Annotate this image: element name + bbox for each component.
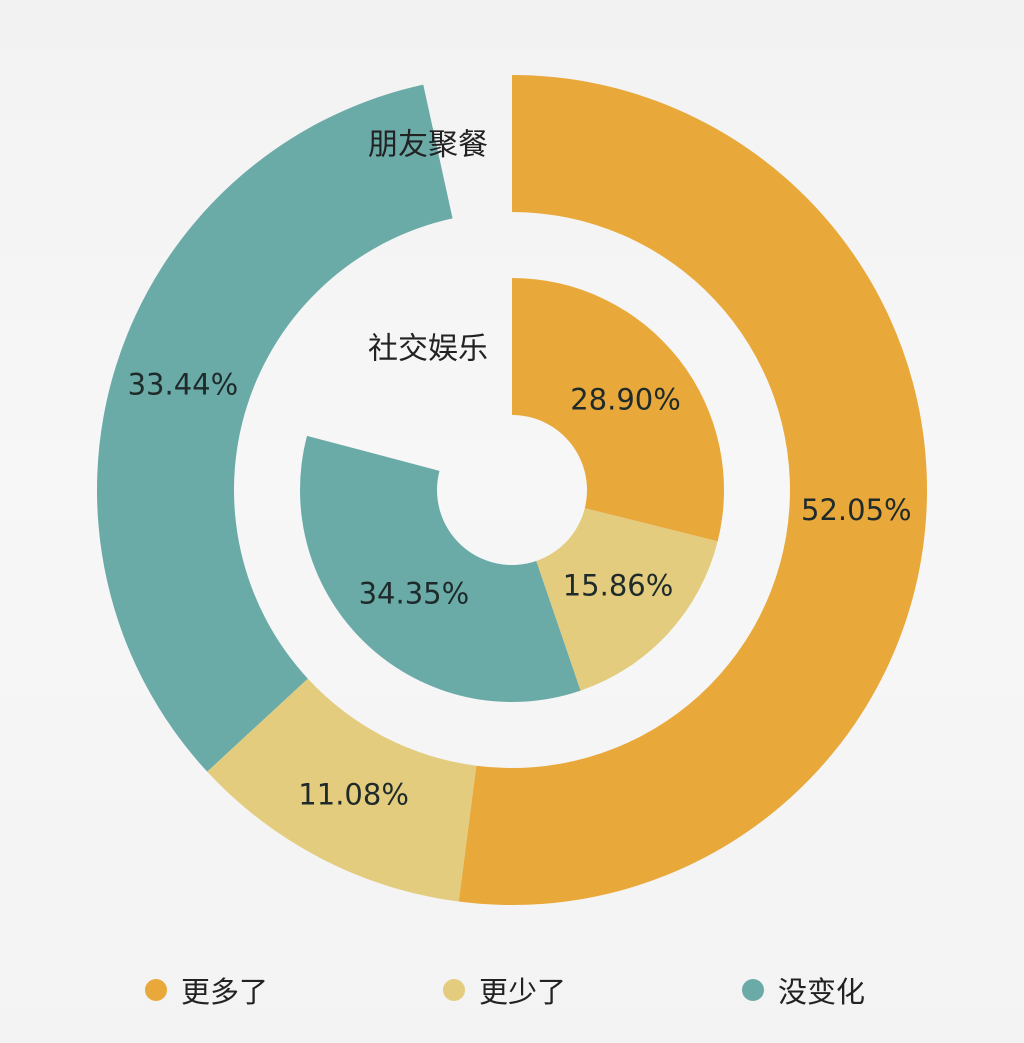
- data-labels: 52.05% 11.08% 33.44% 28.90% 15.86% 34.35%: [128, 368, 912, 812]
- legend-label-nochange: 没变化: [778, 975, 866, 1009]
- legend-label-more: 更多了: [181, 975, 269, 1009]
- legend-dot-more-icon: [145, 979, 167, 1001]
- inner-slice-more[interactable]: [512, 278, 725, 542]
- outer-slice-less[interactable]: [207, 678, 477, 902]
- legend-label-less: 更少了: [479, 975, 567, 1009]
- legend-dot-less-icon: [443, 979, 465, 1001]
- inner-ring-title: 社交娱乐: [368, 332, 488, 367]
- outer-label-less: 11.08%: [298, 778, 409, 812]
- inner-slice-less[interactable]: [536, 508, 718, 691]
- legend-item-more[interactable]: 更多了: [145, 965, 268, 1015]
- inner-label-more: 28.90%: [570, 382, 681, 416]
- outer-slice-more[interactable]: [458, 75, 928, 905]
- outer-slice-nochange[interactable]: [96, 84, 453, 772]
- legend-item-nochange[interactable]: 没变化: [742, 965, 865, 1015]
- inner-ring: [300, 278, 725, 702]
- legend-dot-nochange-icon: [742, 979, 764, 1001]
- legend: 更多了 更少了 没变化: [0, 965, 1024, 1015]
- outer-label-more: 52.05%: [801, 493, 912, 527]
- inner-label-nochange: 34.35%: [359, 576, 470, 610]
- outer-ring-title: 朋友聚餐: [368, 128, 488, 163]
- inner-label-less: 15.86%: [563, 568, 674, 602]
- inner-slice-nochange[interactable]: [300, 435, 581, 702]
- outer-label-nochange: 33.44%: [128, 368, 239, 402]
- nested-donut-chart: 朋友聚餐 社交娱乐 52.05% 11.08% 33.44% 28.90% 15.86%…: [96, 75, 928, 905]
- legend-item-less[interactable]: 更少了: [443, 965, 566, 1015]
- outer-ring: [96, 75, 928, 905]
